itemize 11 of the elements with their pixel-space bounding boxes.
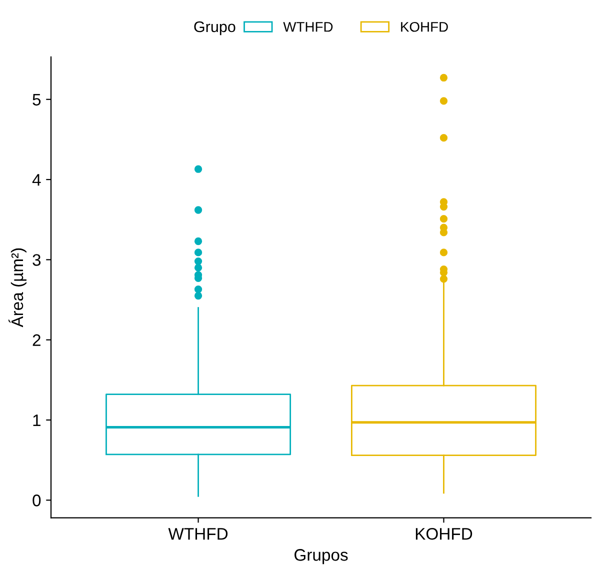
- y-tick-label: 3: [32, 254, 41, 266]
- y-tick-label: 0: [32, 494, 41, 506]
- y-tick-label: 4: [32, 174, 41, 186]
- x-axis-title: Grupos: [294, 549, 348, 564]
- y-tick-label: 1: [33, 414, 40, 426]
- y-axis-title: Área (µm²): [8, 248, 26, 328]
- legend-label: WTHFD: [283, 22, 333, 32]
- legend-label: KOHFD: [401, 22, 448, 32]
- y-tick-label: 5: [32, 94, 41, 106]
- y-tick-label: 2: [32, 334, 40, 346]
- legend-title: Grupo: [194, 21, 236, 36]
